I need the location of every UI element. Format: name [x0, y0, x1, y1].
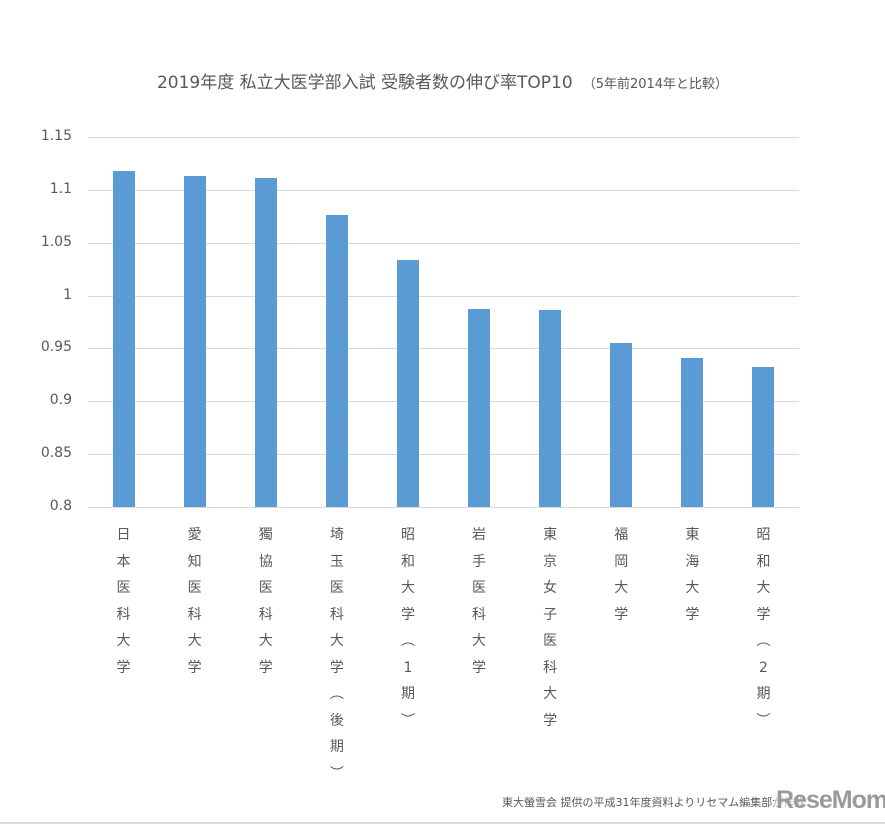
gridline: [88, 243, 799, 244]
bar: [112, 170, 135, 507]
chart-title: 2019年度 私立大医学部入試 受験者数の伸び率TOP10 （5年前2014年と比…: [0, 68, 885, 93]
bar: [681, 357, 704, 507]
x-tick-label: 福岡大学: [614, 527, 629, 623]
x-tick-label: 東京女子医科大学: [543, 527, 558, 729]
bar: [539, 310, 562, 507]
gridline: [88, 401, 799, 402]
bar: [610, 343, 633, 507]
x-tick-label: 東海大学: [685, 527, 700, 623]
gridline: [88, 296, 799, 297]
x-tick-label: 愛知医科大学: [187, 527, 202, 676]
gridline: [88, 190, 799, 191]
resemom-logo: ReseMom.: [774, 786, 885, 815]
y-tick-label: 0.95: [40, 339, 72, 356]
y-tick-label: 0.85: [40, 445, 72, 462]
gridline: [88, 454, 799, 455]
chart-title-main: 2019年度 私立大医学部入試 受験者数の伸び率TOP10: [156, 73, 573, 93]
gridline: [88, 507, 799, 508]
y-tick-label: 1: [63, 286, 72, 303]
bar: [752, 367, 775, 507]
x-tick-label: 昭和大学 ︵ 2 期 ︶: [756, 527, 771, 729]
y-tick-label: 0.9: [49, 392, 72, 409]
chart-subtitle: （5年前2014年と比較）: [582, 77, 729, 92]
y-tick-label: 1.15: [40, 128, 72, 144]
bar: [183, 176, 206, 507]
y-tick-label: 0.8: [49, 498, 72, 514]
bar: [254, 178, 277, 507]
source-credit: 東大螢雪会 提供の平成31年度資料よりリセマム編集部が作成: [502, 796, 806, 809]
x-tick-label: 昭和大学 ︵ 1 期 ︶: [400, 527, 415, 729]
bottom-divider: [0, 822, 885, 824]
y-tick-label: 1.1: [49, 180, 72, 197]
gridline: [88, 137, 799, 138]
gridline: [88, 348, 799, 349]
logo-text: ReseMom: [776, 786, 885, 814]
bar: [396, 259, 419, 507]
x-tick-label: 岩手医科大学: [472, 527, 487, 676]
x-tick-label: 日本医科大学: [116, 527, 131, 676]
x-tick-label: 埼玉医科大学 ︵ 後期 ︶: [329, 527, 344, 782]
x-tick-label: 獨協医科大学: [258, 527, 273, 676]
bar: [468, 309, 491, 507]
plot-area: [88, 137, 799, 508]
y-tick-label: 1.05: [40, 233, 72, 250]
bar: [325, 215, 348, 507]
